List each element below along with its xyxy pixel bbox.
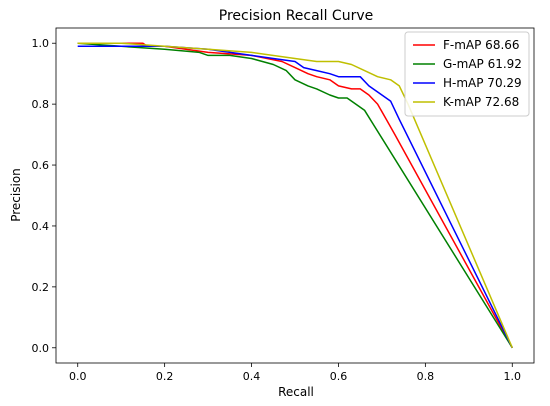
x-tick-label: 0.6 [330, 370, 348, 383]
x-tick-label: 0.2 [156, 370, 174, 383]
y-tick-label: 0.2 [32, 281, 50, 294]
legend-label-1: F-mAP 68.66 [443, 38, 520, 52]
y-tick-label: 0.8 [32, 98, 50, 111]
x-tick-label: 0.4 [243, 370, 261, 383]
series-line-4 [77, 42, 513, 349]
legend-label-3: H-mAP 70.29 [443, 76, 522, 90]
x-axis-label: Recall [278, 385, 314, 399]
y-axis-label: Precision [9, 168, 23, 222]
y-tick-label: 0.0 [32, 342, 50, 355]
x-tick-label: 1.0 [504, 370, 522, 383]
y-tick-label: 0.4 [32, 220, 50, 233]
x-tick-label: 0.0 [69, 370, 87, 383]
chart-title: Precision Recall Curve [219, 8, 373, 24]
y-tick-label: 0.6 [32, 159, 50, 172]
series-line-2 [77, 42, 513, 349]
plot-area: 0.0 0.2 0.4 0.6 0.8 1.0 0.0 0.2 0.4 0.6 0.8 1.0 [32, 27, 535, 383]
legend-label-4: K-mAP 72.68 [443, 95, 519, 109]
legend-label-2: G-mAP 61.92 [443, 57, 522, 71]
axes-frame [55, 27, 535, 364]
x-tick-label: 0.8 [417, 370, 435, 383]
legend: F-mAP 68.66 G-mAP 61.92 H-mAP 70.29 K-mAP 7… [404, 31, 530, 117]
legend-box [404, 31, 530, 117]
y-tick-label: 1.0 [32, 37, 50, 50]
